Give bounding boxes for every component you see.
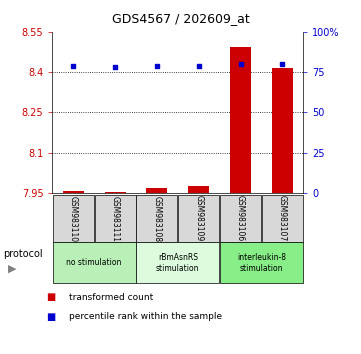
Text: GSM983108: GSM983108	[152, 195, 161, 242]
Text: interleukin-8
stimulation: interleukin-8 stimulation	[237, 253, 286, 273]
Text: rBmAsnRS
stimulation: rBmAsnRS stimulation	[156, 253, 200, 273]
Text: GDS4567 / 202609_at: GDS4567 / 202609_at	[112, 12, 249, 25]
Text: GSM983106: GSM983106	[236, 195, 245, 242]
Text: no stimulation: no stimulation	[66, 258, 122, 267]
Bar	[105, 192, 126, 193]
Point	[279, 61, 285, 67]
Text: percentile rank within the sample: percentile rank within the sample	[69, 312, 222, 321]
Text: GSM983110: GSM983110	[69, 195, 78, 242]
Bar	[272, 68, 293, 193]
Text: ■: ■	[46, 292, 55, 302]
Bar	[230, 47, 251, 193]
Point	[238, 61, 243, 67]
Text: GSM983111: GSM983111	[110, 196, 119, 241]
Point	[196, 63, 201, 69]
Point	[154, 63, 160, 69]
Text: GSM983109: GSM983109	[194, 195, 203, 242]
Bar	[147, 188, 168, 193]
Bar	[63, 191, 84, 193]
Point	[70, 63, 76, 69]
Point	[112, 64, 118, 70]
Text: GSM983107: GSM983107	[278, 195, 287, 242]
Text: ▶: ▶	[8, 263, 17, 273]
Text: transformed count: transformed count	[69, 293, 153, 302]
Bar	[188, 186, 209, 193]
Text: protocol: protocol	[4, 249, 43, 259]
Text: ■: ■	[46, 312, 55, 322]
